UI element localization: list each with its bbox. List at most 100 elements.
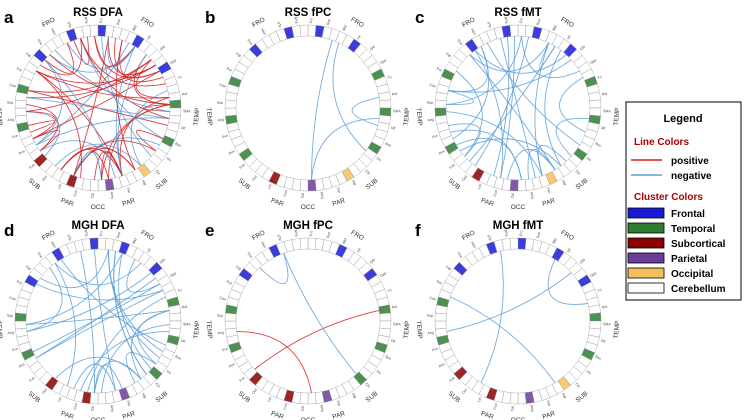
connection-line [459,138,562,167]
region-tick-label: Inf [146,248,152,254]
region-tick-label: STe [486,234,492,241]
region-tick-label: Ang [7,118,14,123]
connection-line [118,253,152,370]
region-tick-label: STe [276,234,282,241]
connection-line [113,251,147,375]
region-tick-label: Fro [519,18,523,24]
region-tick-label: Heo [50,241,57,249]
region-tick-label: Pal [235,265,242,271]
region-tick-label: Occ [461,174,468,182]
legend-positive-label: positive [671,156,709,167]
region-tick-label: Ang [427,118,434,123]
region-tick-label: Occ [41,174,48,182]
connection-line [538,42,556,69]
legend-temporal-label: Temporal [671,224,715,235]
connection-line [39,38,83,76]
connection-line [26,59,152,112]
region-tick-label: Rol [182,92,188,97]
connection-line [506,149,556,180]
connection-line [54,262,77,387]
region-tick-label: Hip [561,392,567,399]
connection-line [259,253,289,285]
region-tick-label: Pos [228,362,236,369]
lobe-label-temp: TEMP [205,320,214,339]
region-tick-label: Pal [25,52,32,58]
region-tick-label: Cau [9,83,16,88]
connection-line [66,42,136,69]
connection-line [101,36,152,157]
lobe-label-par: PAR [270,410,285,420]
region-tick-label: Sup [116,19,121,26]
connection-line [36,283,164,301]
panel-letter: e [205,221,214,240]
lobe-label-temp: TEMP [613,320,622,339]
connection-line [351,96,380,126]
lobe-label-sub: SUB [155,390,170,404]
connection-line [26,253,123,325]
region-tick-label: Cal [91,406,95,412]
region-tick-label: Ope [169,271,177,278]
region-segment [307,392,317,405]
region-tick-label: Cal [511,193,515,199]
region-segment [169,99,182,109]
region-tick-label: Fus [239,163,246,170]
lobe-label-temp: TEMP [193,107,202,126]
region-tick-label: Tri [597,288,602,293]
connection-line [555,117,590,157]
connections [311,40,380,180]
region-tick-label: Cal [301,406,305,412]
legend-temporal-swatch [627,222,665,234]
connection-line [28,59,152,93]
panel-title: RSS fPC [285,7,332,19]
region-tick-label: Sup [326,19,331,26]
connection-line [60,149,110,180]
legend-frontal-label: Frontal [671,209,705,220]
connection-line [474,36,530,167]
region-tick-label: Fro [99,231,103,237]
lobe-label-par: PAR [60,410,75,420]
region-segment [169,312,182,322]
connection-line [36,117,170,146]
connection-line [119,97,170,176]
region-segment [299,392,309,405]
connection-line [114,38,160,79]
region-tick-label: SMA [393,109,402,113]
region-ring [224,24,392,192]
region-segment [517,179,527,192]
region-tick-label: Cin [574,382,581,389]
connection-line [54,262,142,286]
region-tick-label: Lin [57,397,63,403]
region-ring [434,24,602,192]
connection-line [108,104,170,180]
region-segment [97,392,107,405]
region-tick-label: Fus [449,163,456,170]
lobe-label-par: PAR [270,197,285,208]
region-tick-label: Cau [9,296,16,301]
region-segment [379,320,392,330]
region-tick-label: Put [436,67,443,73]
region-tick-label: Mid [552,238,558,245]
legend-frontal-swatch [627,207,665,219]
connection-line [28,120,56,133]
region-tick-label: STe [276,21,282,28]
legend-cluster-colors-title: Cluster Colors [634,192,703,203]
connection-line [455,70,483,157]
region-tick-label: Cun [493,403,498,410]
region-tick-label: Pal [235,52,242,58]
connection-line [446,111,543,176]
legend-cerebellum-label: Cerebellum [671,284,726,295]
region-segment [299,179,309,192]
region-tick-label: Cin [154,382,161,389]
legend-occipital-label: Occipital [671,269,713,280]
connection-line [35,59,63,146]
region-tick-label: Occ [41,387,48,395]
region-segment [509,392,519,405]
connection-line [469,54,556,170]
lobe-label-sub: SUB [447,177,462,191]
connection-line [332,42,367,152]
